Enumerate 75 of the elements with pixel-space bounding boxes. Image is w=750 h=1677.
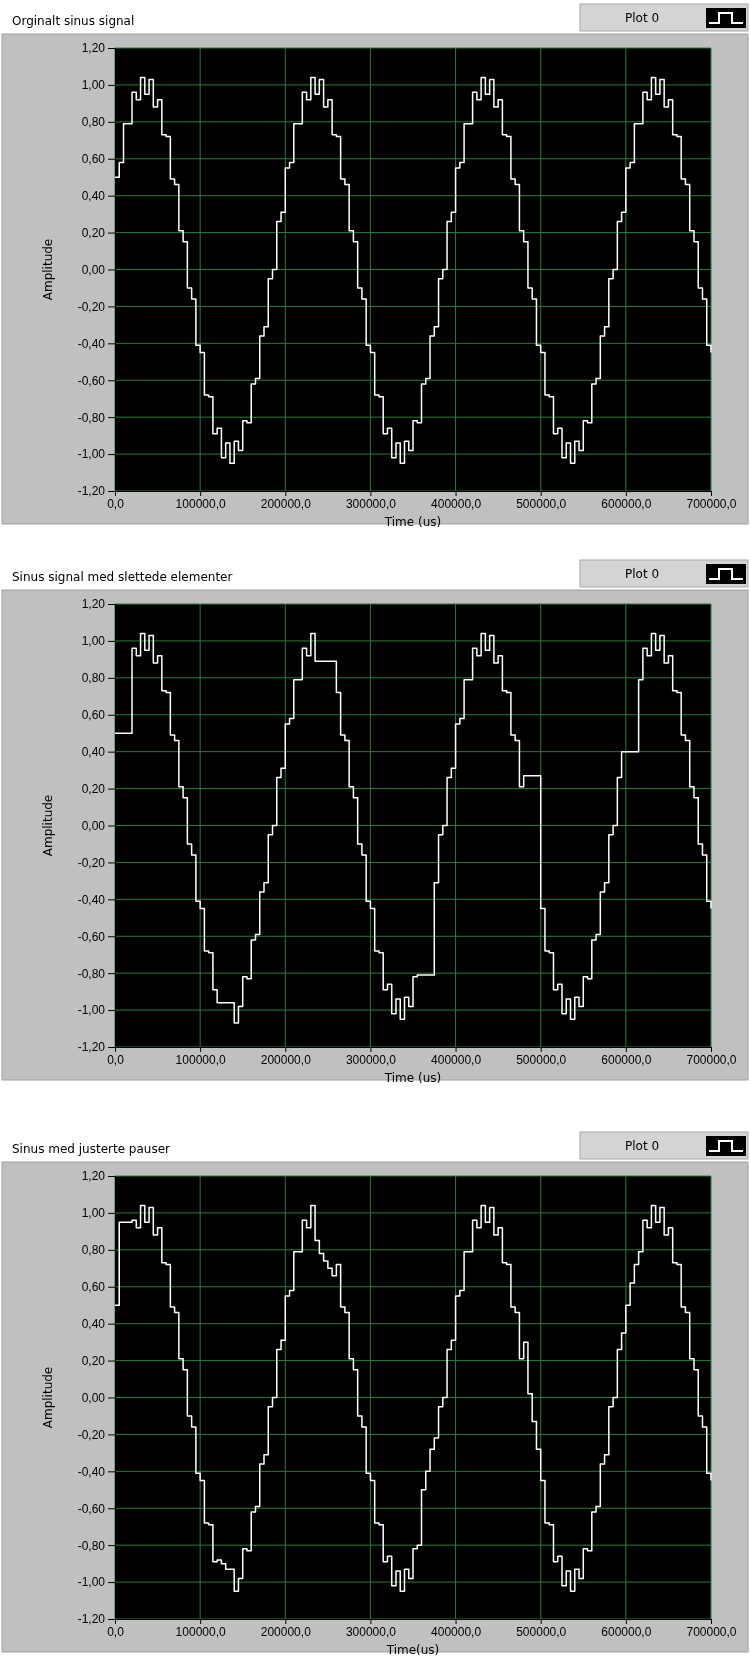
y-tick-label: -0,40 (77, 1464, 106, 1479)
x-tick-label: 300000,0 (345, 496, 397, 511)
y-tick-label: -1,00 (77, 1575, 106, 1590)
x-tick-label: 700000,0 (686, 1052, 737, 1067)
y-tick-label: 0,20 (81, 781, 106, 796)
y-tick-label: -0,20 (77, 855, 106, 870)
y-tick-label: -0,80 (77, 410, 106, 425)
x-tick-label: 300000,0 (345, 1052, 397, 1067)
y-tick-label: 1,00 (81, 78, 106, 93)
y-tick-label: 0,60 (81, 1280, 106, 1295)
y-tick-label: 1,20 (81, 1169, 106, 1184)
x-axis-title: Time (us) (383, 1071, 442, 1085)
x-tick-label: 500000,0 (516, 496, 567, 511)
y-tick-label: -0,40 (77, 336, 106, 351)
x-tick-label: 600000,0 (601, 1624, 652, 1639)
y-tick-label: 0,40 (81, 745, 106, 760)
y-tick-label: 1,00 (81, 634, 106, 649)
y-tick-label: 1,20 (81, 597, 106, 612)
x-tick-label: 400000,0 (431, 1052, 482, 1067)
x-tick-label: 300000,0 (345, 1624, 397, 1639)
x-tick-label: 700000,0 (686, 1624, 737, 1639)
y-tick-label: 0,00 (81, 818, 106, 833)
x-tick-label: 100000,0 (175, 1624, 226, 1639)
y-tick-label: -0,40 (77, 892, 106, 907)
y-tick-label: 0,80 (81, 671, 106, 686)
x-tick-label: 600000,0 (601, 496, 652, 511)
chart-title: Orginalt sinus signal (12, 14, 135, 28)
x-tick-label: 600000,0 (601, 1052, 652, 1067)
x-axis-title: Time (us) (383, 515, 442, 529)
y-tick-label: -0,80 (77, 966, 106, 981)
text: Plot 0 (625, 1139, 660, 1153)
y-axis-title: Amplitude (41, 794, 55, 857)
y-tick-label: 0,00 (81, 1390, 106, 1405)
y-tick-label: -1,00 (77, 447, 106, 462)
text: Plot 0 (625, 567, 660, 581)
y-tick-label: 0,20 (81, 1353, 106, 1368)
x-tick-label: 100000,0 (175, 1052, 226, 1067)
y-tick-label: -0,60 (77, 373, 106, 388)
x-tick-label: 0,0 (107, 1052, 125, 1067)
y-tick-label: -0,60 (77, 1501, 106, 1516)
chart-title: Sinus signal med slettede elementer (12, 570, 233, 584)
y-axis-title: Amplitude (41, 1366, 55, 1429)
y-tick-label: -0,20 (77, 1427, 106, 1442)
y-tick-label: 0,40 (81, 189, 106, 204)
y-axis-title: Amplitude (41, 238, 55, 301)
x-tick-label: 100000,0 (175, 496, 226, 511)
x-tick-label: 500000,0 (516, 1624, 567, 1639)
y-tick-label: 0,80 (81, 1243, 106, 1258)
y-tick-label: -0,20 (77, 299, 106, 314)
y-tick-label: 1,00 (81, 1206, 106, 1221)
x-tick-label: 400000,0 (431, 1624, 482, 1639)
y-tick-label: 0,00 (81, 262, 106, 277)
x-axis-title: Time(us) (385, 1643, 440, 1657)
x-tick-label: 200000,0 (260, 1052, 312, 1067)
x-tick-label: 200000,0 (260, 1624, 312, 1639)
y-tick-label: -1,00 (77, 1003, 106, 1018)
y-tick-label: 0,40 (81, 1317, 106, 1332)
y-tick-label: 0,80 (81, 115, 106, 130)
x-tick-label: 0,0 (107, 496, 125, 511)
y-tick-label: 1,20 (81, 41, 106, 56)
y-tick-label: 0,20 (81, 225, 106, 240)
y-tick-label: 0,60 (81, 708, 106, 723)
y-tick-label: -1,20 (77, 1612, 106, 1627)
chart-title: Sinus med justerte pauser (12, 1142, 171, 1156)
text: Plot 0 (625, 11, 660, 25)
y-tick-label: -0,80 (77, 1538, 106, 1553)
x-tick-label: 400000,0 (431, 496, 482, 511)
x-tick-label: 0,0 (107, 1624, 125, 1639)
y-tick-label: -1,20 (77, 484, 106, 499)
y-tick-label: -1,20 (77, 1040, 106, 1055)
y-tick-label: 0,60 (81, 152, 106, 167)
y-tick-label: -0,60 (77, 929, 106, 944)
x-tick-label: 200000,0 (260, 496, 312, 511)
x-tick-label: 700000,0 (686, 496, 737, 511)
x-tick-label: 500000,0 (516, 1052, 567, 1067)
